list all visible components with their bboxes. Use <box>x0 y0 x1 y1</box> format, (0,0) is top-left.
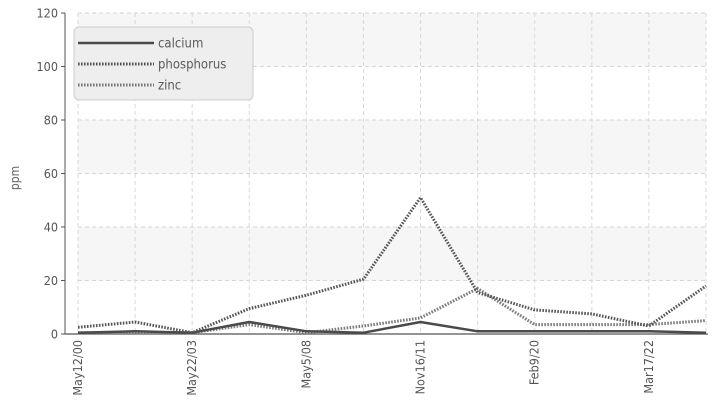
x-tick-label: Mar17/22 <box>641 340 656 394</box>
x-tick-label: May5/08 <box>298 340 313 389</box>
legend-label-calcium: calcium <box>158 37 203 52</box>
legend-label-phosphorus: phosphorus <box>158 58 226 73</box>
legend-box <box>73 26 254 101</box>
y-axis-title: ppm <box>8 166 22 190</box>
y-tick-label: 120 <box>37 6 58 21</box>
y-tick-label: 80 <box>44 113 58 128</box>
x-tick-label: May12/00 <box>70 340 85 396</box>
y-tick-label: 0 <box>51 327 58 342</box>
legend[interactable]: calcium phosphorus zinc <box>73 26 254 101</box>
series-line-phosphorus <box>77 196 707 335</box>
series-lines <box>77 196 707 335</box>
y-tick-label: 100 <box>37 59 58 74</box>
plot-band <box>78 120 706 174</box>
x-tick-label: May22/03 <box>184 340 199 396</box>
x-tick-label: Nov16/11 <box>413 340 428 394</box>
y-tick-label: 60 <box>44 166 58 181</box>
grid-lines <box>77 12 707 334</box>
y-tick-labels: 0 20 40 60 80 100 120 <box>37 6 58 342</box>
series-line-calcium <box>77 320 707 334</box>
plot-band <box>78 227 706 281</box>
series-line-zinc <box>78 287 707 335</box>
y-tick-label: 20 <box>44 273 58 288</box>
legend-label-zinc: zinc <box>158 79 181 94</box>
y-tick-label: 40 <box>44 220 58 235</box>
plot-band <box>78 173 706 227</box>
x-tick-label: Feb9/20 <box>527 340 542 385</box>
x-tick-labels: May12/00 May22/03 May5/08 Nov16/11 Feb9/20 Ma… <box>70 340 656 396</box>
